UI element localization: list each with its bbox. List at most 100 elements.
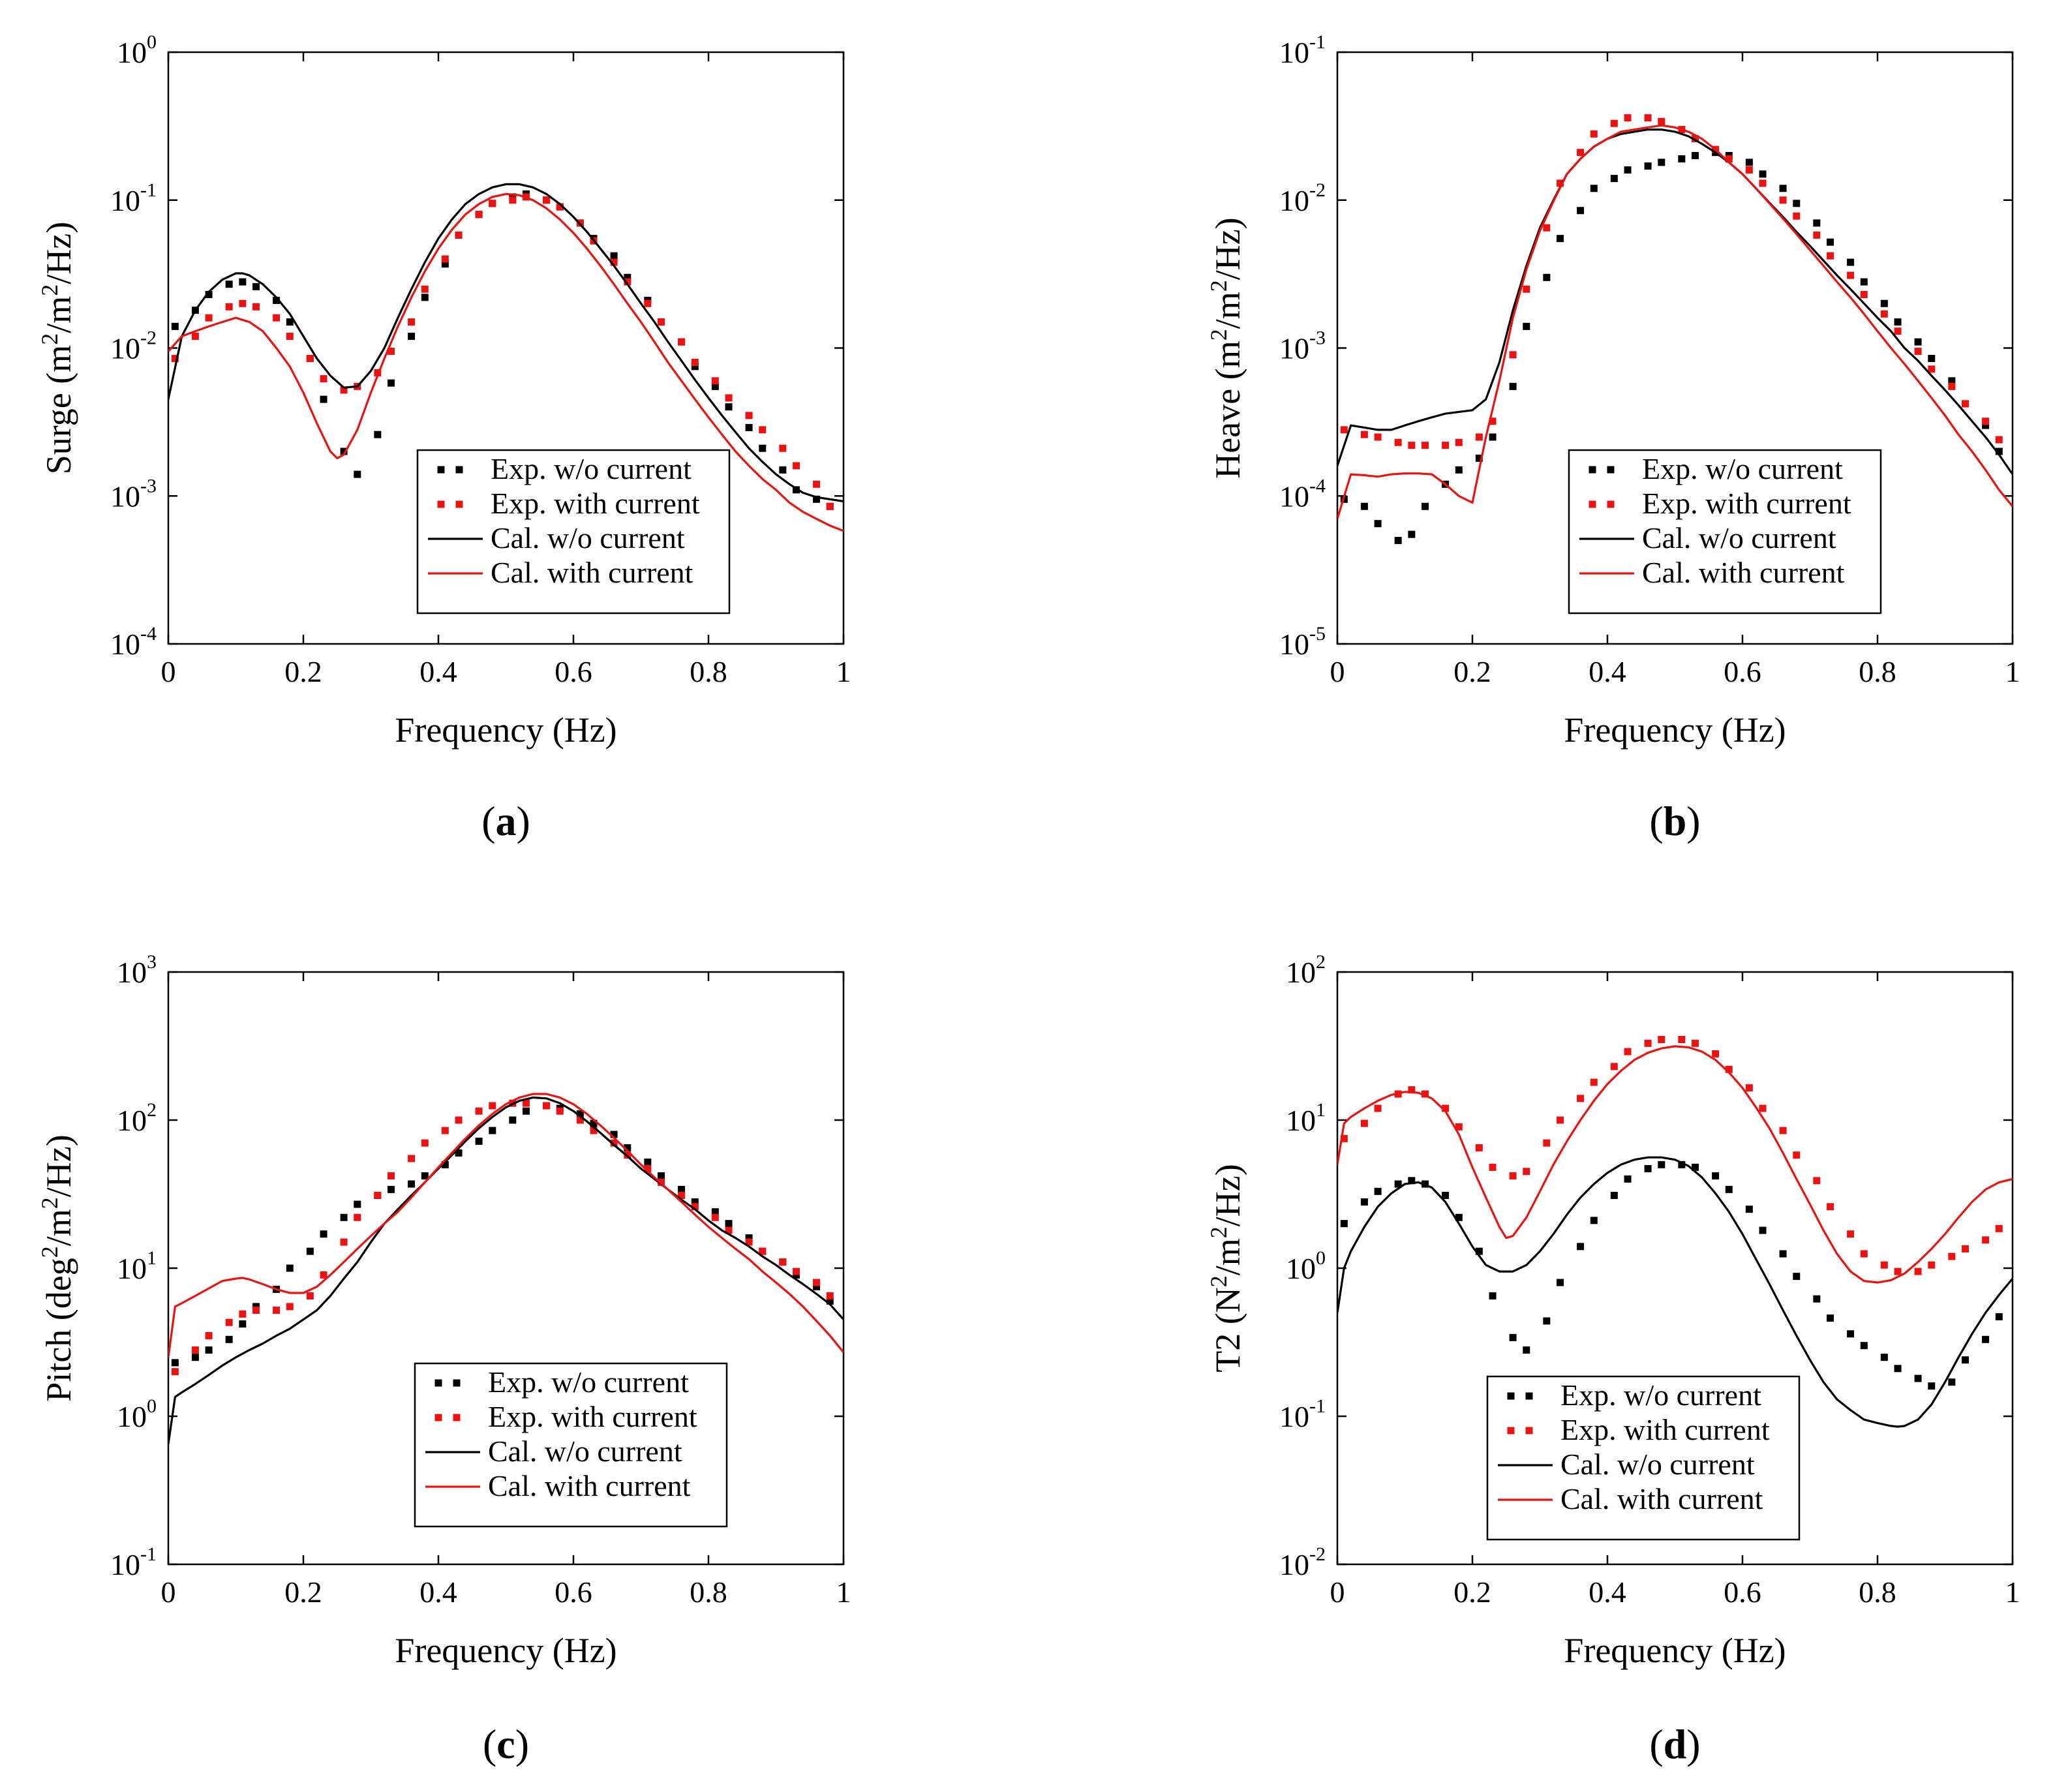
panel-label-paren: ( bbox=[481, 798, 495, 844]
series-exp-w-o-current-point bbox=[1692, 151, 1699, 159]
series-exp-w-o-current-point bbox=[1712, 1172, 1720, 1180]
series-exp-w-o-current-point bbox=[1394, 537, 1402, 545]
series-exp-w-o-current-point bbox=[1360, 1198, 1368, 1206]
series-exp-w-o-current-point bbox=[1962, 1356, 1969, 1364]
y-tick-base: 10 bbox=[1279, 479, 1309, 513]
series-exp-with-current-point bbox=[1422, 442, 1429, 449]
series-exp-with-current-point bbox=[1779, 1127, 1787, 1134]
series-exp-with-current-point bbox=[1827, 1203, 1834, 1211]
panel-label-paren: ( bbox=[483, 1721, 496, 1767]
y-tick-exponent: -5 bbox=[1309, 623, 1326, 645]
x-axis-label: Frequency (Hz) bbox=[1564, 710, 1786, 750]
legend-box bbox=[1568, 449, 1882, 615]
series-exp-w-o-current-point bbox=[374, 431, 382, 438]
series-exp-w-o-current-point bbox=[191, 1354, 199, 1361]
series-exp-w-o-current-point bbox=[1793, 200, 1801, 207]
y-tick-label: 10-3 bbox=[110, 475, 157, 513]
panel-label-paren: ) bbox=[515, 1721, 529, 1767]
legend-label: Cal. w/o current bbox=[1642, 521, 1836, 554]
panel-label-paren: ( bbox=[1649, 1721, 1663, 1767]
y-label-text: Pitch (deg bbox=[39, 1258, 78, 1401]
series-exp-with-current-point bbox=[225, 303, 233, 311]
y-label-sup: 2 bbox=[37, 284, 63, 296]
series-exp-w-o-current-point bbox=[1523, 322, 1530, 330]
y-label-text: /Hz) bbox=[39, 1134, 78, 1197]
series-exp-w-o-current-point bbox=[1928, 1382, 1936, 1390]
y-axis-label: T2 (N2/m2/Hz) bbox=[1206, 1164, 1247, 1372]
legend-label: Exp. with current bbox=[1642, 487, 1851, 520]
series-exp-with-current-point bbox=[691, 1203, 699, 1211]
series-exp-with-current-point bbox=[1928, 1261, 1936, 1269]
series-exp-with-current-point bbox=[1745, 1084, 1753, 1092]
series-exp-with-current-point bbox=[408, 318, 416, 326]
y-tick-label: 10-1 bbox=[1279, 31, 1326, 69]
series-exp-with-current-point bbox=[1340, 1134, 1348, 1142]
legend-marker-swatch bbox=[1507, 1392, 1515, 1400]
series-exp-with-current-point bbox=[793, 462, 800, 470]
y-tick-base: 10 bbox=[1286, 956, 1316, 989]
y-tick-label: 10-5 bbox=[1279, 623, 1326, 661]
y-axis-label: Pitch (deg2/m2/Hz) bbox=[37, 1134, 78, 1401]
data-area bbox=[168, 183, 844, 532]
x-tick-label: 0.2 bbox=[1453, 655, 1491, 688]
series-exp-with-current-point bbox=[1948, 1253, 1956, 1260]
legend-label: Cal. with current bbox=[1560, 1482, 1763, 1515]
y-tick-exponent: -1 bbox=[1309, 31, 1326, 53]
series-exp-w-o-current-point bbox=[1442, 1191, 1450, 1199]
series-exp-with-current-point bbox=[1442, 442, 1450, 449]
legend-marker-swatch bbox=[1507, 1427, 1515, 1435]
series-exp-with-current-point bbox=[1590, 130, 1598, 138]
series-exp-w-o-current-point bbox=[1374, 520, 1382, 528]
panel-label: (d) bbox=[1649, 1721, 1700, 1767]
y-label-text: /Hz) bbox=[1208, 1164, 1247, 1226]
series-exp-with-current-point bbox=[1827, 252, 1834, 260]
series-exp-w-o-current-point bbox=[745, 423, 753, 431]
series-exp-with-current-point bbox=[286, 333, 294, 341]
x-tick-label: 0.4 bbox=[1589, 655, 1626, 688]
panel-label: (a) bbox=[481, 798, 530, 844]
series-exp-w-o-current-point bbox=[340, 1213, 348, 1221]
series-exp-with-current-point bbox=[1813, 1177, 1821, 1185]
legend-marker-swatch bbox=[1525, 1427, 1533, 1435]
y-label-text: /Hz) bbox=[39, 222, 78, 284]
series-exp-with-current-point bbox=[191, 1346, 199, 1354]
series-exp-with-current-point bbox=[1712, 1050, 1720, 1057]
y-label-sup: 2 bbox=[37, 1197, 63, 1209]
series-exp-with-current-point bbox=[1509, 1172, 1517, 1180]
legend-label: Cal. with current bbox=[1642, 556, 1845, 589]
series-exp-with-current-point bbox=[1644, 114, 1652, 122]
series-exp-w-o-current-point bbox=[1408, 530, 1416, 538]
series-exp-with-current-point bbox=[388, 348, 395, 356]
y-tick-exponent: -2 bbox=[140, 327, 157, 349]
series-exp-with-current-point bbox=[1523, 285, 1530, 293]
series-exp-w-o-current-point bbox=[286, 318, 294, 326]
series-exp-w-o-current-point bbox=[1577, 1243, 1585, 1251]
y-tick-base: 10 bbox=[1279, 1548, 1309, 1581]
series-exp-w-o-current-point bbox=[1658, 1161, 1665, 1168]
y-tick-label: 10-3 bbox=[1279, 327, 1326, 365]
y-tick-base: 10 bbox=[110, 1548, 140, 1581]
series-exp-w-o-current-point bbox=[1610, 1191, 1618, 1199]
series-exp-w-o-current-point bbox=[725, 1220, 733, 1228]
series-exp-w-o-current-point bbox=[711, 1208, 719, 1216]
series-exp-with-current-point bbox=[1982, 1236, 1990, 1244]
series-exp-with-current-point bbox=[826, 1292, 834, 1299]
y-label-sup: 2 bbox=[1206, 1226, 1232, 1238]
y-tick-label: 10-1 bbox=[1279, 1395, 1326, 1433]
series-exp-with-current-point bbox=[725, 1226, 733, 1234]
series-exp-with-current-point bbox=[610, 1139, 618, 1147]
series-exp-with-current-point bbox=[779, 1258, 787, 1266]
data-area bbox=[1337, 114, 2013, 545]
series-exp-w-o-current-point bbox=[813, 495, 821, 503]
panel-label-letter: b bbox=[1664, 798, 1687, 844]
series-exp-w-o-current-point bbox=[1995, 448, 2003, 455]
x-tick-label: 0.8 bbox=[690, 655, 727, 688]
series-exp-with-current-point bbox=[678, 338, 686, 346]
series-cal-w-o-current-line bbox=[1337, 129, 2013, 476]
series-exp-with-current-point bbox=[1360, 431, 1368, 438]
series-exp-w-o-current-point bbox=[523, 1107, 530, 1115]
series-exp-w-o-current-point bbox=[1982, 421, 1990, 429]
series-exp-with-current-point bbox=[191, 333, 199, 341]
series-exp-with-current-point bbox=[1779, 196, 1787, 204]
series-exp-with-current-point bbox=[759, 1247, 767, 1255]
